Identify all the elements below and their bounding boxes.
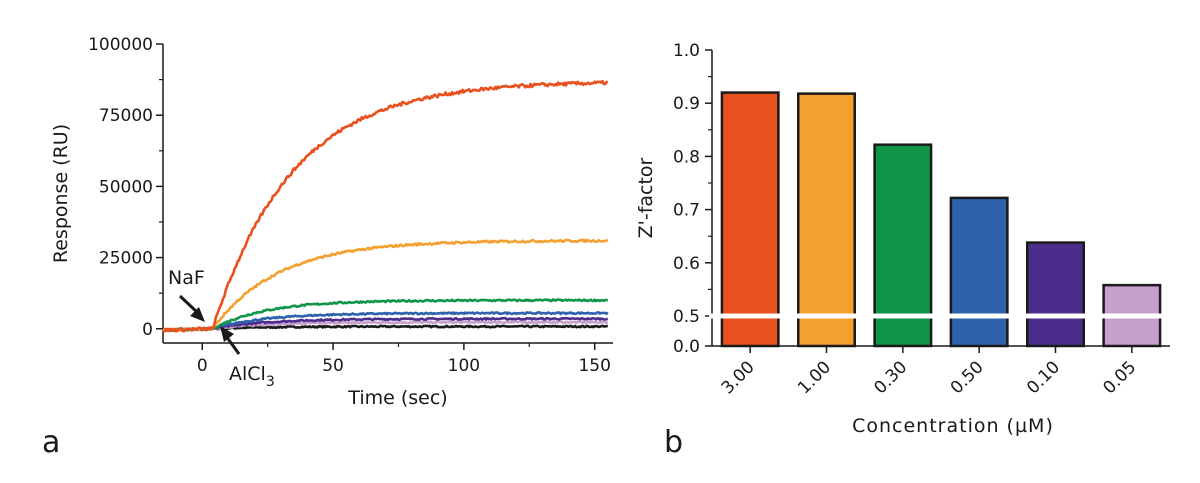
annotation-alcl3-arrowhead: [220, 326, 234, 342]
bar: [873, 143, 933, 348]
x-tick-label: 0: [197, 356, 208, 376]
x-tick-label: 150: [578, 356, 610, 376]
x-axis-label: Time (sec): [347, 387, 447, 409]
x-axis-label: Concentration (µM): [852, 415, 1054, 437]
panel-label-b: b: [664, 425, 683, 460]
x-tick-label: 50: [322, 356, 344, 376]
annotation-alcl3: AlCl3: [229, 363, 275, 390]
y-tick-label: 50000: [99, 177, 153, 197]
series-line: [161, 238, 609, 333]
y-tick-label: 1.0: [673, 41, 700, 61]
x-tick-label: 0.50: [947, 357, 988, 398]
annotation-alcl3-subscript: 3: [266, 374, 275, 390]
y-tick-label: 0.5: [673, 307, 700, 327]
y-axis-label: Response (RU): [50, 124, 72, 263]
panel-label-a: a: [42, 425, 60, 460]
y-tick-label: 100000: [88, 35, 153, 55]
bar: [797, 92, 856, 348]
series-line: [162, 298, 609, 333]
y-tick-label: 0.8: [673, 147, 700, 167]
panel-b-bar-chart: 0.0 0.5 0.6 0.7 0.8 0.9 1.0 3.00 1.00 0.30 0.50 0.1…: [635, 41, 1173, 437]
axis-break-band: [709, 313, 1173, 319]
x-tick-label: 0.10: [1023, 357, 1064, 398]
x-tick-label: 3.00: [718, 357, 759, 398]
annotation-naf-arrowhead: [190, 307, 205, 322]
y-tick-label: 25000: [99, 249, 153, 269]
bar: [720, 91, 780, 348]
series-line: [162, 324, 608, 332]
y-tick-label: 75000: [99, 106, 153, 126]
x-tick-label: 0.05: [1099, 357, 1140, 398]
y-axis-label: Z'-factor: [635, 157, 657, 238]
y-tick-label: 0.6: [673, 254, 700, 274]
panel-a-line-chart: 0 25000 50000 75000 100000 0 50 100 150 Time (sec…: [50, 35, 613, 409]
y-tick-label: 0.9: [673, 94, 700, 114]
y-tick-label: 0.7: [673, 201, 700, 221]
series-line: [162, 316, 609, 333]
y-tick-label: 0.0: [673, 337, 700, 357]
annotation-alcl3-arrow: [224, 335, 241, 355]
x-tick-label: 1.00: [794, 357, 835, 398]
y-tick-label: 0: [142, 320, 153, 340]
series-line: [162, 311, 609, 333]
series-line: [162, 79, 609, 333]
annotation-naf: NaF: [168, 267, 205, 289]
bar: [949, 196, 1009, 348]
bar: [1026, 241, 1085, 348]
x-tick-label: 0.30: [870, 357, 911, 398]
x-tick-label: 100: [448, 356, 480, 376]
